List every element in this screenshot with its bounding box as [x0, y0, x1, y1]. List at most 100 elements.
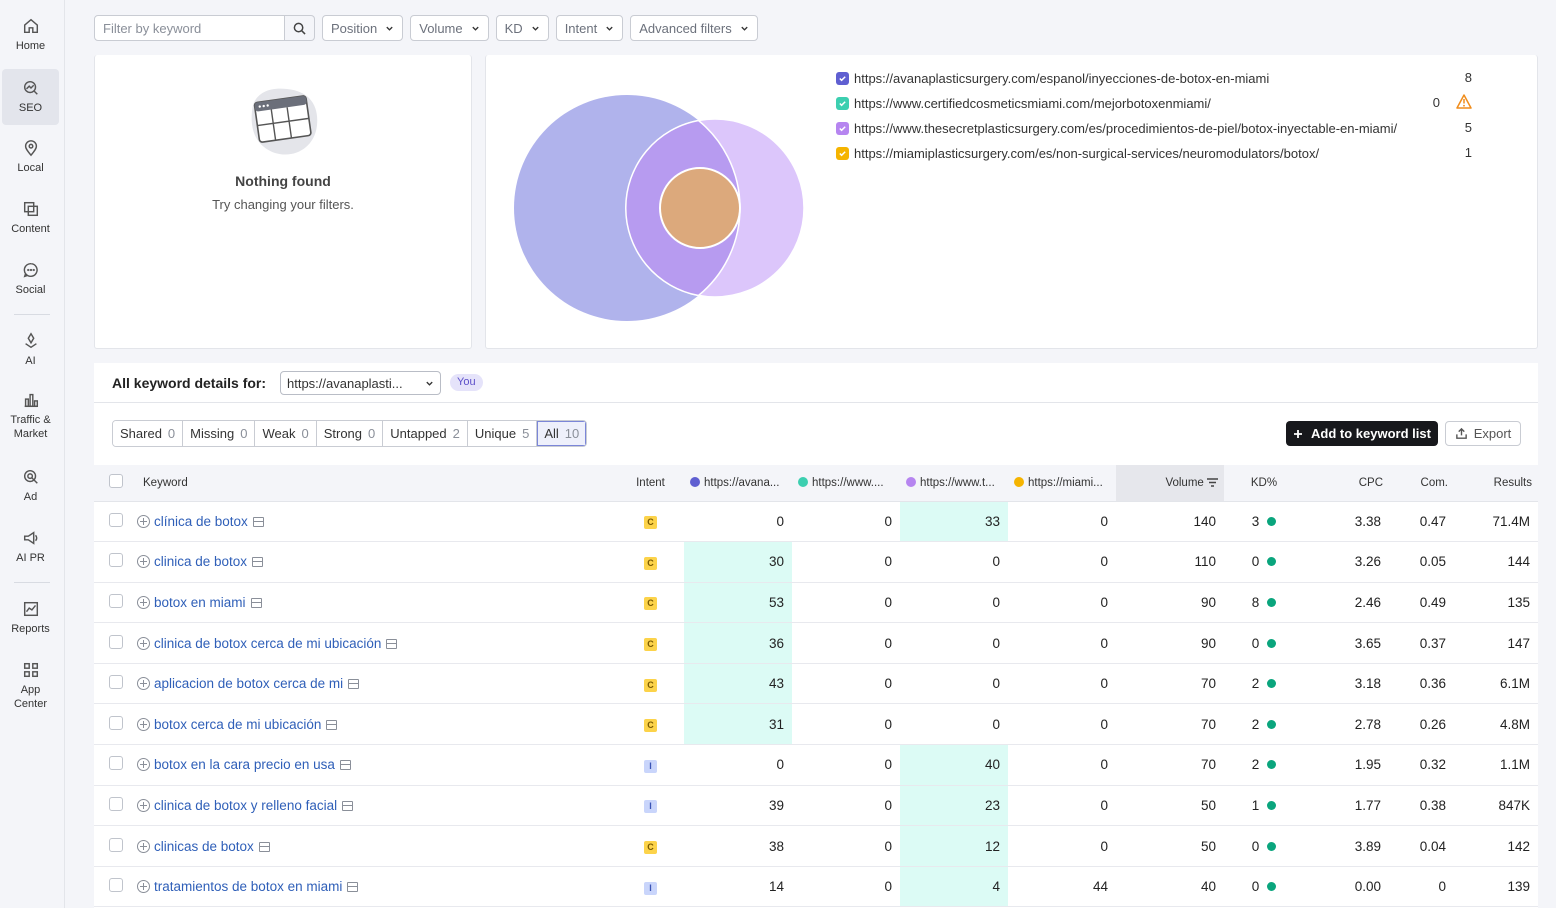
serp-features-icon[interactable] [326, 719, 338, 730]
keyword-link[interactable]: clinica de botox [154, 554, 248, 570]
volume-column-header[interactable]: Volume [1116, 465, 1224, 502]
sidebar-item-ai-pr[interactable]: AI PR [2, 522, 59, 572]
venn-circle-domain-4[interactable] [659, 167, 741, 249]
row-checkbox[interactable] [108, 878, 123, 893]
row-checkbox[interactable] [108, 756, 123, 771]
intent-dropdown[interactable]: Intent [555, 15, 624, 41]
keyword-column-header[interactable]: Keyword [137, 465, 617, 502]
intent-badge: I [644, 881, 657, 895]
results-column-header[interactable]: Results [1454, 465, 1538, 502]
add-keyword-icon[interactable] [137, 555, 150, 569]
domain-1-position: 30 [684, 541, 792, 583]
tab-count: 0 [368, 426, 376, 441]
sidebar-item-home[interactable]: Home [2, 10, 59, 60]
plus-icon [1294, 429, 1303, 438]
keyword-link[interactable]: tratamientos de botox en miami [154, 879, 343, 895]
domain-4-column-header[interactable]: https://miami... [1008, 465, 1116, 502]
keyword-link[interactable]: clinica de botox cerca de mi ubicación [154, 635, 382, 651]
table-row: clinicas de botox C 38 0 12 0 50 0 3.89 0.04 142 [94, 825, 1538, 867]
tab-missing[interactable]: Missing 0 [183, 421, 256, 446]
kd-indicator-dot [1267, 882, 1277, 892]
sidebar-item-app-center[interactable]: App Center [2, 654, 59, 718]
tab-unique[interactable]: Unique 5 [467, 421, 538, 446]
serp-features-icon[interactable] [252, 557, 264, 568]
table-row: aplicacion de botox cerca de mi C 43 0 0 0 70 2… [94, 663, 1538, 705]
add-keyword-icon[interactable] [137, 717, 150, 731]
tab-strong[interactable]: Strong 0 [316, 421, 384, 446]
search-button[interactable] [285, 15, 315, 41]
keyword-link[interactable]: botox en miami [154, 594, 246, 610]
keyword-filter-input[interactable] [94, 15, 285, 41]
serp-features-icon[interactable] [250, 597, 262, 608]
keyword-link[interactable]: botox cerca de mi ubicación [154, 716, 322, 732]
domain-2-column-header[interactable]: https://www.... [792, 465, 900, 502]
kd-indicator-dot [1267, 516, 1277, 526]
serp-features-icon[interactable] [386, 638, 398, 649]
keyword-link[interactable]: clinicas de botox [154, 838, 254, 854]
venn-legend-item[interactable]: https://avanaplasticsurgery.com/espanol/… [836, 69, 1269, 87]
serp-features-icon[interactable] [258, 841, 270, 852]
keyword-link[interactable]: aplicacion de botox cerca de mi [154, 676, 344, 692]
sidebar-item-seo[interactable]: SEO [2, 69, 59, 125]
row-checkbox[interactable] [108, 634, 123, 649]
warning-icon[interactable] [1456, 94, 1472, 109]
row-checkbox[interactable] [108, 675, 123, 690]
row-checkbox[interactable] [108, 715, 123, 730]
add-to-keyword-list-label: Add to keyword list [1311, 426, 1431, 441]
sidebar-item-reports[interactable]: Reports [2, 593, 59, 643]
domain-select[interactable]: https://avanaplasti... [280, 371, 441, 395]
row-checkbox[interactable] [108, 837, 123, 852]
venn-legend-item[interactable]: https://miamiplasticsurgery.com/es/non-s… [836, 144, 1319, 162]
keyword-link[interactable]: botox en la cara precio en usa [154, 757, 335, 773]
kd-dropdown[interactable]: KD [495, 15, 549, 41]
row-checkbox[interactable] [108, 593, 123, 608]
tab-all[interactable]: All 10 [537, 421, 587, 446]
tab-weak[interactable]: Weak 0 [255, 421, 317, 446]
keyword-link[interactable]: clinica de botox y relleno facial [154, 797, 338, 813]
serp-features-icon[interactable] [347, 882, 359, 893]
sidebar-item-ad[interactable]: Ad [2, 461, 59, 511]
cpc-column-header[interactable]: CPC [1304, 465, 1389, 502]
advanced-filters-dropdown[interactable]: Advanced filters [630, 15, 758, 41]
row-checkbox[interactable] [108, 796, 123, 811]
intent-column-header[interactable]: Intent [617, 465, 684, 502]
tab-shared[interactable]: Shared 0 [113, 421, 184, 446]
legend-checkbox[interactable] [836, 121, 849, 135]
serp-features-icon[interactable] [348, 679, 360, 690]
export-button[interactable]: Export [1445, 421, 1521, 446]
legend-checkbox[interactable] [836, 96, 849, 110]
sidebar-item-traffic-market[interactable]: Traffic & Market [2, 386, 59, 446]
venn-legend-item[interactable]: https://www.certifiedcosmeticsmiami.com/… [836, 94, 1211, 112]
add-keyword-icon[interactable] [137, 636, 150, 650]
sidebar-item-ai[interactable]: AI [2, 325, 59, 375]
com-column-header[interactable]: Com. [1389, 465, 1454, 502]
add-keyword-icon[interactable] [137, 798, 150, 812]
add-keyword-icon[interactable] [137, 514, 150, 528]
serp-features-icon[interactable] [342, 800, 354, 811]
domain-1-column-header[interactable]: https://avana... [684, 465, 792, 502]
sidebar-item-content[interactable]: Content [2, 193, 59, 243]
tab-untapped[interactable]: Untapped 2 [383, 421, 468, 446]
kd-column-header[interactable]: KD% [1224, 465, 1304, 502]
sidebar-divider [14, 314, 50, 315]
add-keyword-icon[interactable] [137, 839, 150, 853]
position-dropdown[interactable]: Position [322, 15, 404, 41]
add-keyword-icon[interactable] [137, 677, 150, 691]
serp-features-icon[interactable] [339, 760, 351, 771]
row-checkbox[interactable] [108, 553, 123, 568]
add-keyword-icon[interactable] [137, 758, 150, 772]
select-all-checkbox[interactable] [108, 474, 123, 489]
legend-checkbox[interactable] [836, 71, 849, 85]
add-keyword-icon[interactable] [137, 880, 150, 894]
keyword-link[interactable]: clínica de botox [154, 513, 248, 529]
venn-legend-item[interactable]: https://www.thesecretplasticsurgery.com/… [836, 119, 1397, 137]
legend-checkbox[interactable] [836, 146, 849, 160]
row-checkbox[interactable] [108, 512, 123, 527]
add-to-keyword-list-button[interactable]: Add to keyword list [1286, 421, 1438, 446]
volume-dropdown[interactable]: Volume [410, 15, 489, 41]
sidebar-item-local[interactable]: Local [2, 132, 59, 182]
serp-features-icon[interactable] [252, 516, 264, 527]
domain-3-column-header[interactable]: https://www.t... [900, 465, 1008, 502]
add-keyword-icon[interactable] [137, 595, 150, 609]
sidebar-item-social[interactable]: Social [2, 254, 59, 304]
